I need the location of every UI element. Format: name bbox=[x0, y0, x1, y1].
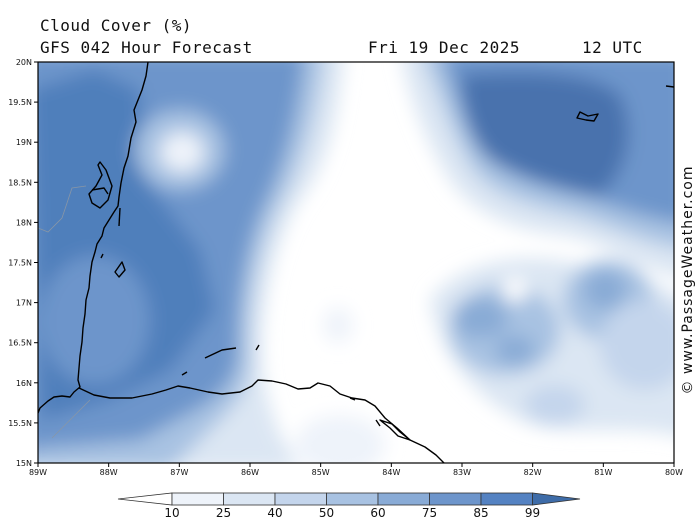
lat-tick-label: 15N bbox=[16, 459, 32, 468]
colorbar-segment bbox=[377, 492, 430, 506]
lon-tick-label: 86W bbox=[241, 468, 259, 477]
colorbar-min-arrow bbox=[117, 492, 173, 506]
cloud-field bbox=[38, 62, 674, 463]
lon-tick-label: 81W bbox=[594, 468, 612, 477]
lon-tick-label: 87W bbox=[170, 468, 188, 477]
latitude-axis: 20N 19.5N 19N 18.5N 18N 17.5N 17N 16.5N 16N 15.5N… bbox=[8, 58, 38, 468]
forecast-model: GFS 042 Hour Forecast bbox=[40, 38, 253, 57]
lon-tick-label: 88W bbox=[100, 468, 118, 477]
colorbar: 10 25 40 50 60 75 85 99 bbox=[117, 492, 581, 520]
lon-tick-label: 84W bbox=[382, 468, 400, 477]
colorbar-segment bbox=[429, 492, 482, 506]
colorbar-segment bbox=[480, 492, 533, 506]
forecast-time: 12 UTC bbox=[582, 38, 643, 57]
lat-tick-label: 16.5N bbox=[8, 339, 32, 348]
lat-tick-label: 15.5N bbox=[8, 419, 32, 428]
colorbar-max-arrow bbox=[532, 492, 581, 506]
lat-tick-label: 18.5N bbox=[8, 178, 32, 187]
map-title: Cloud Cover (%) bbox=[40, 16, 192, 35]
colorbar-level-label: 25 bbox=[216, 506, 231, 520]
lon-tick-label: 85W bbox=[312, 468, 330, 477]
colorbar-level-label: 75 bbox=[422, 506, 437, 520]
colorbar-level-label: 99 bbox=[525, 506, 540, 520]
colorbar-segment bbox=[223, 492, 276, 506]
border-lines bbox=[38, 185, 91, 439]
lon-tick-label: 82W bbox=[524, 468, 542, 477]
colorbar-level-label: 85 bbox=[473, 506, 488, 520]
colorbar-segment bbox=[171, 492, 224, 506]
coastline bbox=[38, 62, 674, 463]
lat-tick-label: 16N bbox=[16, 379, 32, 388]
colorbar-level-label: 10 bbox=[164, 506, 179, 520]
lat-tick-label: 20N bbox=[16, 58, 32, 67]
colorbar-segment bbox=[274, 492, 327, 506]
colorbar-segment bbox=[326, 492, 379, 506]
lon-tick-label: 83W bbox=[453, 468, 471, 477]
longitude-axis: 89W 88W 87W 86W 85W 84W 83W 82W 81W 80W bbox=[29, 463, 683, 477]
colorbar-level-label: 60 bbox=[370, 506, 385, 520]
lat-tick-label: 18N bbox=[16, 218, 32, 227]
colorbar-level-label: 50 bbox=[319, 506, 334, 520]
watermark-credit: © www.PassageWeather.com bbox=[680, 165, 696, 395]
lat-tick-label: 19.5N bbox=[8, 98, 32, 107]
lat-tick-label: 19N bbox=[16, 138, 32, 147]
colorbar-level-label: 40 bbox=[267, 506, 282, 520]
lon-tick-label: 80W bbox=[665, 468, 683, 477]
lat-tick-label: 17.5N bbox=[8, 259, 32, 268]
lat-tick-label: 17N bbox=[16, 299, 32, 308]
forecast-date: Fri 19 Dec 2025 bbox=[368, 38, 520, 57]
lon-tick-label: 89W bbox=[29, 468, 47, 477]
